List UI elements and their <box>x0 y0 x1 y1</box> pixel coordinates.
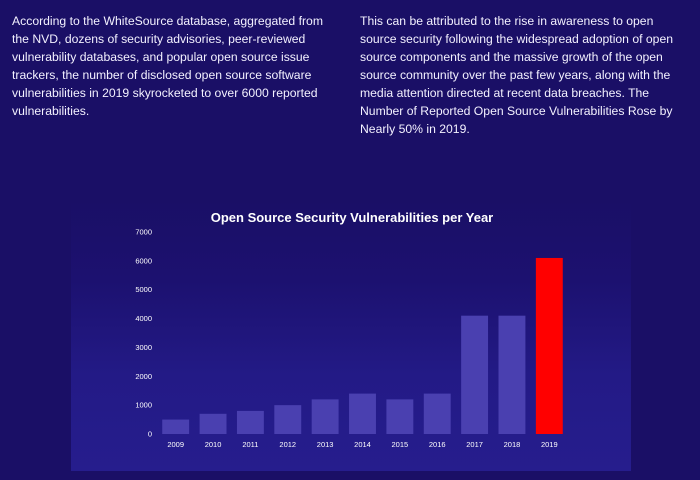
bar-2014 <box>349 393 376 434</box>
bar-2012 <box>274 405 302 434</box>
x-tick-label: 2013 <box>317 440 334 449</box>
bars <box>162 257 563 434</box>
y-tick-label: 0 <box>148 430 152 439</box>
y-tick-label: 1000 <box>135 401 152 410</box>
chart-panel: Open Source Security Vulnerabilities per… <box>71 199 631 471</box>
y-axis: 0 1000 2000 3000 4000 5000 6000 7000 <box>135 228 152 439</box>
bar-chart: Open Source Security Vulnerabilities per… <box>135 210 563 449</box>
x-tick-label: 2014 <box>354 440 371 449</box>
bar-2010 <box>199 413 227 434</box>
x-tick-label: 2019 <box>541 440 558 449</box>
bar-2013 <box>311 399 339 434</box>
article-paragraph-right: This can be attributed to the rise in aw… <box>360 14 674 136</box>
x-tick-label: 2012 <box>279 440 296 449</box>
y-tick-label: 2000 <box>135 372 152 381</box>
y-tick-label: 7000 <box>135 228 152 237</box>
chart-title: Open Source Security Vulnerabilities per… <box>211 210 494 225</box>
bar-2018 <box>498 315 526 434</box>
y-tick-label: 6000 <box>135 256 152 265</box>
x-tick-label: 2017 <box>466 440 483 449</box>
x-tick-label: 2010 <box>205 440 222 449</box>
y-tick-label: 4000 <box>135 314 152 323</box>
y-tick-label: 5000 <box>135 285 152 294</box>
x-axis: 2009 2010 2011 2012 2013 2014 2015 2016 2017 2018… <box>167 440 557 449</box>
bar-2019 <box>535 257 563 434</box>
bar-2015 <box>386 399 414 434</box>
x-tick-label: 2011 <box>242 440 258 449</box>
x-tick-label: 2015 <box>392 440 409 449</box>
bar-2017 <box>461 315 489 434</box>
bar-2016 <box>423 393 451 434</box>
y-tick-label: 3000 <box>135 343 152 352</box>
article-paragraph-left: According to the WhiteSource database, a… <box>12 14 323 118</box>
x-tick-label: 2018 <box>504 440 521 449</box>
bar-2009 <box>162 419 190 434</box>
x-tick-label: 2016 <box>429 440 446 449</box>
bar-2011 <box>236 410 264 434</box>
x-tick-label: 2009 <box>167 440 184 449</box>
